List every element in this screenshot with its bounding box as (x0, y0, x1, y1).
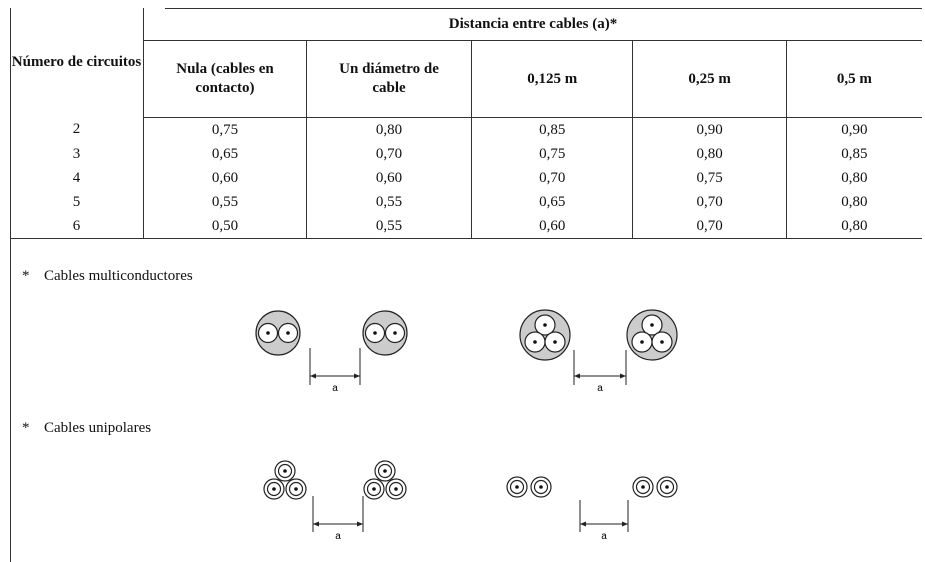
cell: 0,70 (632, 214, 787, 239)
note: * Cables multiconductores (22, 268, 193, 285)
core-dot (283, 469, 287, 473)
arrow (313, 521, 363, 527)
cell: 0,80 (305, 117, 472, 142)
cell: 0,55 (305, 214, 472, 239)
cell: 3 (72, 145, 81, 162)
core-dot (272, 487, 276, 491)
cell: 0,85 (785, 142, 922, 166)
core-dot (286, 331, 290, 335)
cell: 0,70 (632, 190, 787, 214)
cell: 0,60 (305, 166, 472, 190)
cell: 0,65 (143, 142, 307, 166)
core-dot (539, 485, 543, 489)
note-label: Cables unipolares (44, 420, 152, 436)
cell: 0,80 (785, 214, 922, 239)
arrow (574, 373, 626, 379)
cell: 0,55 (305, 190, 472, 214)
row: 2 0,75 0,80 0,85 0,90 0,90 (10, 117, 922, 142)
cell: 0,80 (785, 190, 922, 214)
column-header: Un diámetro de cable (305, 40, 472, 118)
core-dot (394, 487, 398, 491)
row: 6 0,50 0,55 0,60 0,70 0,80 (10, 214, 922, 239)
core-dot (373, 331, 377, 335)
row: 3 0,65 0,70 0,75 0,80 0,85 (10, 142, 922, 166)
cell: 0,75 (143, 117, 307, 142)
core-dot (266, 331, 270, 335)
column-header: 0,125 m (471, 40, 633, 118)
column-header: Nula (cables en contacto) (143, 40, 307, 118)
dimension-label: a (601, 531, 607, 542)
cell: 0,65 (471, 190, 633, 214)
note-label: Cables multiconductores (44, 268, 193, 284)
cell: 0,90 (785, 117, 922, 142)
core-dot (294, 487, 298, 491)
dimension-label: a (332, 383, 338, 394)
dimension-label: a (597, 383, 603, 394)
core-dot (515, 485, 519, 489)
corner-header: Número de circuitos (11, 54, 142, 71)
dimension-label: a (335, 531, 341, 542)
core-dot (372, 487, 376, 491)
cell: 0,90 (632, 117, 787, 142)
cell: 0,85 (471, 117, 633, 142)
core-dot (553, 340, 557, 344)
note-marker: * (22, 420, 30, 436)
core-dot (543, 323, 547, 327)
row: 5 0,55 0,55 0,65 0,70 0,80 (10, 190, 922, 214)
cell: 0,70 (471, 166, 633, 190)
core-dot (641, 485, 645, 489)
core-dot (665, 485, 669, 489)
table: Número de circuitos Distancia entre cabl… (10, 8, 922, 239)
note-marker: * (22, 268, 30, 284)
cell: 0,80 (632, 142, 787, 166)
note: * Cables unipolares (22, 420, 151, 437)
cell: 0,60 (143, 166, 307, 190)
cell: 0,60 (471, 214, 633, 239)
core-dot (533, 340, 537, 344)
cell: 5 (72, 193, 81, 210)
arrow (310, 373, 360, 379)
column-header: 0,5 m (785, 40, 922, 118)
cell: 4 (72, 169, 81, 186)
cell: 0,75 (471, 142, 633, 166)
cell: 6 (10, 214, 144, 239)
row: 4 0,60 0,60 0,70 0,75 0,80 (10, 166, 922, 190)
cell: 0,70 (305, 142, 472, 166)
core-dot (393, 331, 397, 335)
core-dot (640, 340, 644, 344)
column-header: 0,25 m (632, 40, 787, 118)
cell: 2 (72, 121, 81, 138)
core-dot (383, 469, 387, 473)
left-rule (10, 8, 11, 562)
cell: 0,80 (785, 166, 922, 190)
core-dot (660, 340, 664, 344)
core-dot (650, 323, 654, 327)
group-header: Distancia entre cables (a)* (143, 8, 922, 41)
cell: 0,55 (143, 190, 307, 214)
cell: 0,75 (632, 166, 787, 190)
cell: 0,50 (143, 214, 307, 239)
